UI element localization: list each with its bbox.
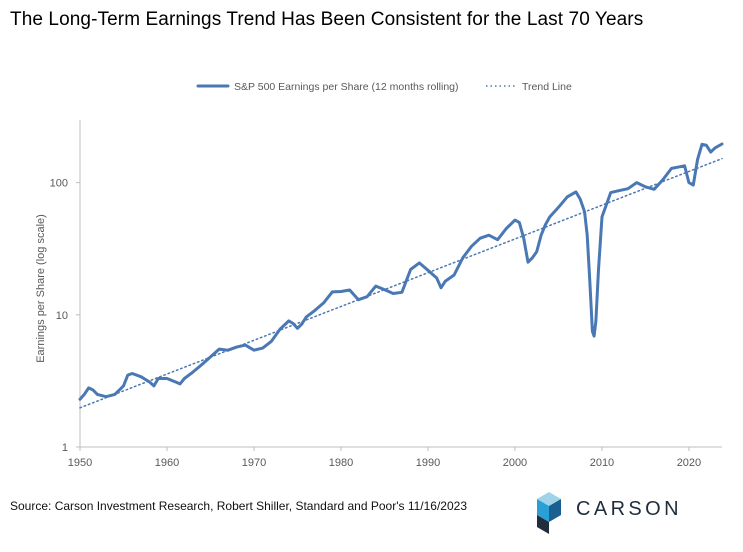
x-tick-label: 1960 [155, 457, 179, 469]
x-tick-label: 1990 [416, 457, 440, 469]
chart-title: The Long-Term Earnings Trend Has Been Co… [10, 9, 644, 30]
plot-area [78, 142, 724, 409]
earnings-series-line [78, 142, 724, 401]
legend: S&P 500 Earnings per Share (12 months ro… [196, 81, 572, 93]
axes: 1950 1960 1970 1980 1990 2000 2010 2020 1 10 100 Ea… [35, 120, 722, 469]
carson-logo-mark-icon [537, 492, 561, 534]
x-tick-label: 1950 [68, 457, 92, 469]
trend-line [79, 157, 723, 409]
x-tick-label: 1980 [329, 457, 353, 469]
x-tick-label: 1970 [242, 457, 266, 469]
source-note: Source: Carson Investment Research, Robe… [10, 499, 467, 513]
y-tick-label: 1 [62, 442, 68, 454]
y-tick-label: 100 [50, 178, 68, 190]
legend-label-trend: Trend Line [522, 81, 572, 93]
y-tick-label: 10 [56, 310, 68, 322]
y-axis-label: Earnings per Share (log scale) [35, 214, 47, 363]
x-tick-label: 2020 [677, 457, 701, 469]
legend-label-earnings: S&P 500 Earnings per Share (12 months ro… [234, 81, 459, 93]
x-tick-label: 2000 [503, 457, 527, 469]
carson-logo [537, 492, 561, 534]
carson-logo-text: CARSON [576, 498, 682, 520]
x-tick-label: 2010 [590, 457, 614, 469]
